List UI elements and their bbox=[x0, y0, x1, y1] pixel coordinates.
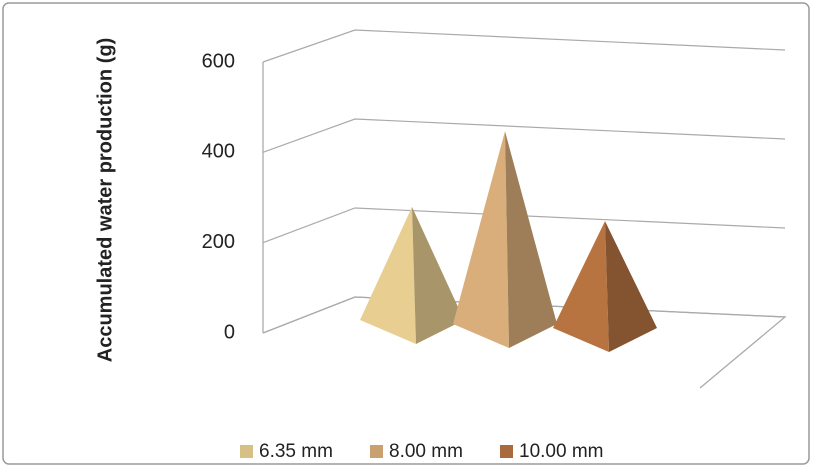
y-axis-label: Accumulated water production (g) bbox=[94, 38, 116, 362]
y-tick-label: 600 bbox=[202, 50, 235, 72]
legend-swatch bbox=[370, 445, 383, 458]
legend-label: 6.35 mm bbox=[259, 441, 333, 462]
legend-label: 8.00 mm bbox=[389, 441, 463, 462]
y-tick-label: 200 bbox=[202, 231, 235, 253]
legend-label: 10.00 mm bbox=[519, 441, 603, 462]
y-tick-label: 400 bbox=[202, 141, 235, 163]
legend-swatch bbox=[500, 445, 513, 458]
chart: Accumulated water production (g) 0 200 400… bbox=[0, 0, 814, 468]
y-tick-label: 0 bbox=[224, 321, 235, 343]
legend-swatch bbox=[240, 445, 253, 458]
